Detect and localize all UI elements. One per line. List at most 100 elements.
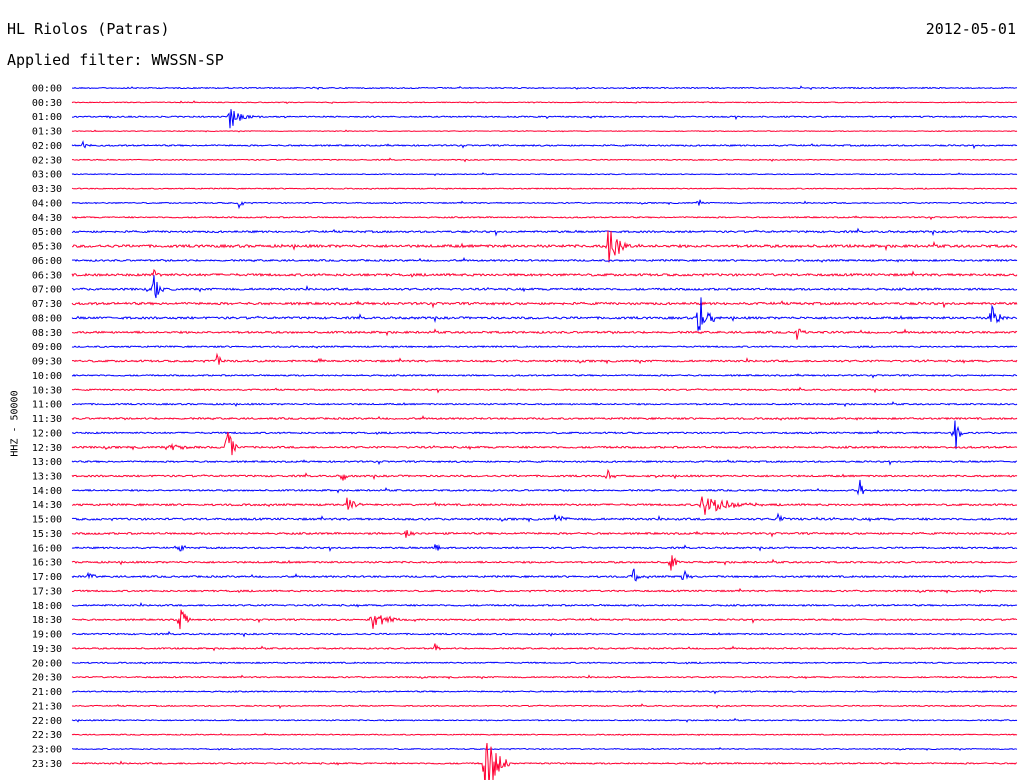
row-time-label: 21:30 (32, 701, 62, 712)
trace-row (71, 742, 1018, 780)
trace-row (71, 568, 1018, 582)
row-time-label: 17:30 (32, 586, 62, 597)
trace-row (71, 129, 1018, 133)
row-time-label: 00:00 (32, 84, 62, 95)
trace-row (71, 496, 1018, 515)
row-time-label: 10:30 (32, 385, 62, 396)
row-time-label: 05:00 (32, 227, 62, 238)
trace-row (71, 275, 1018, 299)
row-time-label: 23:30 (32, 759, 62, 770)
trace-row (71, 100, 1018, 105)
trace-row (71, 746, 1018, 751)
row-time-label: 09:30 (32, 357, 62, 368)
trace-row (71, 431, 1018, 456)
row-time-label: 16:30 (32, 558, 62, 569)
trace-row (71, 187, 1018, 191)
row-time-label: 15:00 (32, 515, 62, 526)
trace-row (71, 373, 1018, 379)
row-time-label: 11:00 (32, 400, 62, 411)
row-time-label: 12:00 (32, 428, 62, 439)
row-time-label: 10:00 (32, 371, 62, 382)
filter-label: Applied filter: WWSSN-SP (7, 51, 224, 69)
row-time-label: 09:00 (32, 342, 62, 353)
row-time-label: 02:30 (32, 155, 62, 166)
row-time-label: 14:30 (32, 500, 62, 511)
record-date: 2012-05-01 (925, 20, 1016, 38)
trace-row (71, 215, 1018, 221)
trace-row (71, 732, 1018, 737)
row-time-label: 21:00 (32, 687, 62, 698)
trace-row (71, 230, 1018, 263)
row-time-label: 14:00 (32, 486, 62, 497)
trace-row (71, 459, 1018, 466)
row-time-label: 13:30 (32, 471, 62, 482)
row-time-label: 15:30 (32, 529, 62, 540)
trace-row (71, 199, 1018, 210)
trace-row (71, 544, 1018, 553)
trace-row (71, 587, 1018, 594)
row-time-label: 23:00 (32, 745, 62, 756)
trace-row (71, 268, 1018, 278)
row-time-label: 19:00 (32, 630, 62, 641)
row-time-label: 18:30 (32, 615, 62, 626)
row-time-label: 16:00 (32, 543, 62, 554)
trace-row (71, 689, 1018, 695)
row-time-label: 07:30 (32, 299, 62, 310)
trace-row (71, 401, 1018, 408)
trace-row (71, 300, 1018, 309)
row-time-label: 20:00 (32, 658, 62, 669)
trace-row (71, 328, 1018, 340)
row-time-label: 17:00 (32, 572, 62, 583)
row-time-label: 03:30 (32, 184, 62, 195)
trace-row (71, 415, 1018, 421)
trace-row (71, 530, 1018, 538)
row-time-label: 07:00 (32, 285, 62, 296)
row-time-label: 06:00 (32, 256, 62, 267)
row-time-label: 20:30 (32, 673, 62, 684)
trace-row (71, 643, 1018, 652)
trace-row (71, 703, 1018, 710)
row-time-label: 18:00 (32, 601, 62, 612)
trace-row (71, 257, 1018, 263)
trace-row (71, 661, 1018, 665)
trace-row (71, 630, 1018, 638)
trace-row (71, 345, 1018, 349)
row-time-label: 01:30 (32, 127, 62, 138)
row-time-label: 06:30 (32, 270, 62, 281)
trace-row (71, 227, 1018, 237)
trace-row (71, 420, 1018, 450)
trace-row (71, 172, 1018, 177)
row-time-label: 11:30 (32, 414, 62, 425)
row-time-label: 03:00 (32, 170, 62, 181)
trace-row (71, 717, 1018, 723)
row-time-label: 04:00 (32, 198, 62, 209)
row-time-label: 01:00 (32, 112, 62, 123)
trace-row (71, 297, 1018, 331)
row-time-label: 02:00 (32, 141, 62, 152)
trace-row (71, 352, 1018, 365)
trace-row (71, 468, 1018, 481)
row-time-label: 08:00 (32, 313, 62, 324)
trace-row (71, 85, 1018, 91)
station-title: HL Riolos (Patras) (7, 20, 170, 38)
trace-row (71, 674, 1018, 680)
trace-row (71, 512, 1018, 523)
row-time-label: 22:00 (32, 716, 62, 727)
trace-row (71, 386, 1018, 394)
row-time-label: 05:30 (32, 242, 62, 253)
trace-row (71, 555, 1018, 571)
row-time-label: 22:30 (32, 730, 62, 741)
trace-row (71, 479, 1018, 496)
row-time-label: 19:30 (32, 644, 62, 655)
row-time-label: 00:30 (32, 98, 62, 109)
row-time-label: 12:30 (32, 443, 62, 454)
trace-row (71, 602, 1018, 608)
row-time-label: 08:30 (32, 328, 62, 339)
trace-row (71, 609, 1018, 630)
trace-row (71, 109, 1018, 129)
row-time-label: 04:30 (32, 213, 62, 224)
trace-row (71, 157, 1018, 163)
row-time-label: 13:00 (32, 457, 62, 468)
trace-row (71, 140, 1018, 150)
